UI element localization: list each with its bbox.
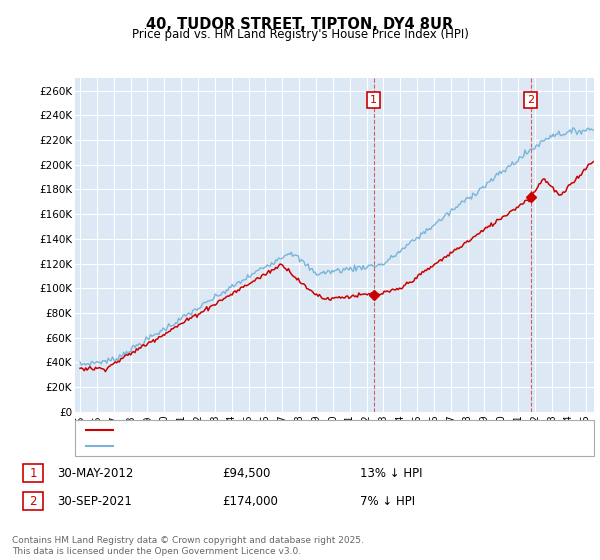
Text: 1: 1 bbox=[370, 95, 377, 105]
Text: 13% ↓ HPI: 13% ↓ HPI bbox=[360, 466, 422, 480]
Text: £94,500: £94,500 bbox=[222, 466, 271, 480]
Text: 40, TUDOR STREET, TIPTON, DY4 8UR (semi-detached house): 40, TUDOR STREET, TIPTON, DY4 8UR (semi-… bbox=[119, 425, 437, 435]
Text: £174,000: £174,000 bbox=[222, 494, 278, 508]
Text: 2: 2 bbox=[527, 95, 535, 105]
Text: Contains HM Land Registry data © Crown copyright and database right 2025.
This d: Contains HM Land Registry data © Crown c… bbox=[12, 536, 364, 556]
Text: Price paid vs. HM Land Registry's House Price Index (HPI): Price paid vs. HM Land Registry's House … bbox=[131, 28, 469, 41]
Text: 30-MAY-2012: 30-MAY-2012 bbox=[57, 466, 133, 480]
Text: 30-SEP-2021: 30-SEP-2021 bbox=[57, 494, 132, 508]
Text: HPI: Average price, semi-detached house, Sandwell: HPI: Average price, semi-detached house,… bbox=[119, 441, 388, 451]
Text: 7% ↓ HPI: 7% ↓ HPI bbox=[360, 494, 415, 508]
Text: 2: 2 bbox=[29, 494, 37, 508]
Text: 1: 1 bbox=[29, 466, 37, 480]
Text: 40, TUDOR STREET, TIPTON, DY4 8UR: 40, TUDOR STREET, TIPTON, DY4 8UR bbox=[146, 17, 454, 32]
